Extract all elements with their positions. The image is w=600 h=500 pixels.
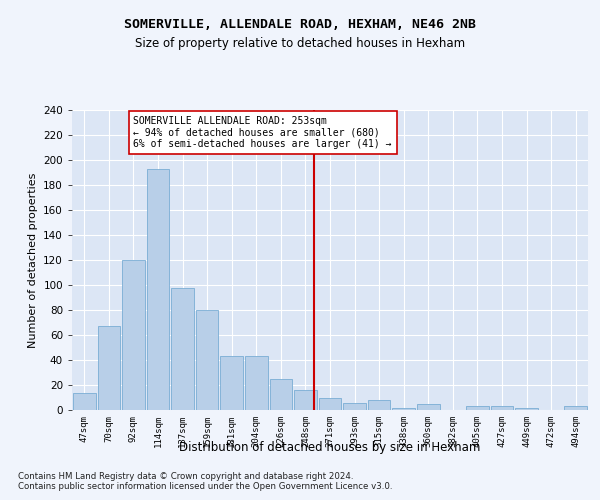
Bar: [565, 406, 587, 410]
Bar: [417, 404, 440, 410]
Text: SOMERVILLE, ALLENDALE ROAD, HEXHAM, NE46 2NB: SOMERVILLE, ALLENDALE ROAD, HEXHAM, NE46…: [124, 18, 476, 30]
Bar: [343, 402, 366, 410]
Bar: [171, 288, 194, 410]
Bar: [220, 356, 243, 410]
Bar: [196, 310, 218, 410]
Bar: [466, 406, 489, 410]
Bar: [294, 390, 317, 410]
Y-axis label: Number of detached properties: Number of detached properties: [28, 172, 38, 348]
Bar: [73, 392, 95, 410]
Bar: [319, 398, 341, 410]
Bar: [269, 379, 292, 410]
Bar: [245, 356, 268, 410]
Bar: [368, 400, 391, 410]
Bar: [122, 260, 145, 410]
Bar: [392, 408, 415, 410]
Text: SOMERVILLE ALLENDALE ROAD: 253sqm
← 94% of detached houses are smaller (680)
6% : SOMERVILLE ALLENDALE ROAD: 253sqm ← 94% …: [133, 116, 392, 150]
Bar: [515, 408, 538, 410]
Text: Contains HM Land Registry data © Crown copyright and database right 2024.: Contains HM Land Registry data © Crown c…: [18, 472, 353, 481]
Text: Contains public sector information licensed under the Open Government Licence v3: Contains public sector information licen…: [18, 482, 392, 491]
Bar: [98, 326, 120, 410]
Bar: [491, 406, 514, 410]
Text: Distribution of detached houses by size in Hexham: Distribution of detached houses by size …: [179, 441, 481, 454]
Bar: [146, 169, 169, 410]
Text: Size of property relative to detached houses in Hexham: Size of property relative to detached ho…: [135, 38, 465, 51]
